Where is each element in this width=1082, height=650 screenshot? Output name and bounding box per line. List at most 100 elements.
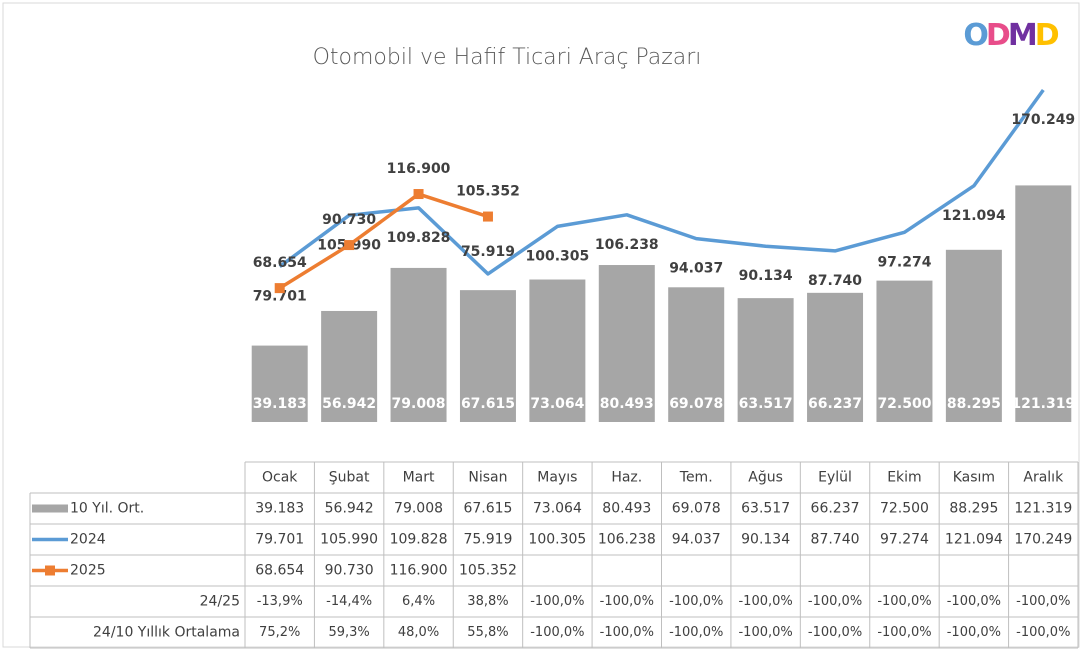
table-cell: 80.493 [602, 501, 651, 517]
table-cell: 69.078 [672, 501, 721, 517]
bar [945, 249, 1002, 422]
table-cell: -100,0% [600, 594, 654, 609]
line-label: 109.828 [387, 230, 451, 246]
table-cell: -14,4% [326, 594, 372, 609]
bar [598, 265, 655, 422]
line-label: 106.238 [595, 237, 659, 253]
bar [459, 290, 516, 422]
table-cell: -100,0% [877, 594, 931, 609]
bar [529, 279, 586, 422]
line-label: 94.037 [669, 261, 723, 277]
table-cell: 67.615 [463, 501, 512, 517]
logo-text: ODMD [963, 18, 1058, 53]
x-tick-label: Nisan [468, 470, 507, 486]
bar [1015, 185, 1072, 422]
line-label: 100.305 [525, 248, 589, 264]
table-cell: -100,0% [600, 625, 654, 640]
table-cell: 55,8% [467, 625, 508, 640]
table-cell: -100,0% [738, 625, 792, 640]
bar [807, 292, 864, 422]
row-label: 24/10 Yıllık Ortalama [93, 625, 240, 641]
legend-label: 10 Yıl. Ort. [70, 501, 144, 517]
x-tick-label: Mayıs [537, 470, 577, 486]
table-cell: 97.274 [880, 532, 929, 548]
table-cell: 72.500 [880, 501, 929, 517]
table-cell: 94.037 [672, 532, 721, 548]
bar [668, 287, 725, 422]
logo: ODMD [963, 18, 1061, 53]
table-cell: 56.942 [325, 501, 374, 517]
x-tick-label: Aralık [1023, 470, 1064, 486]
bar-label: 39.183 [253, 396, 307, 412]
table-cell: 100.305 [528, 532, 586, 548]
table-cell: 75,2% [259, 625, 300, 640]
table-cell: -13,9% [257, 594, 303, 609]
table-cell: 105.990 [320, 532, 378, 548]
x-tick-label: Ocak [262, 470, 298, 486]
bar-label: 56.942 [322, 396, 376, 412]
table-cell: 116.900 [390, 563, 448, 579]
line [278, 88, 1045, 276]
bar [737, 298, 794, 422]
bar [321, 310, 378, 422]
marker [482, 211, 493, 222]
table-cell: 79.008 [394, 501, 443, 517]
chart-title: Otomobil ve Hafif Ticari Araç Pazarı [313, 45, 702, 70]
line [278, 192, 489, 290]
marker [413, 189, 424, 200]
bar-label: 69.078 [669, 396, 723, 412]
bar-label: 63.517 [739, 396, 793, 412]
table-cell: 39.183 [255, 501, 304, 517]
x-tick-label: Haz. [611, 470, 642, 486]
line-label: 79.701 [253, 289, 307, 305]
table-cell: 6,4% [402, 594, 435, 609]
table-cell: -100,0% [669, 625, 723, 640]
bar [390, 267, 447, 422]
line-label: 105.352 [456, 184, 520, 200]
table-cell: -100,0% [530, 625, 584, 640]
x-tick-label: Mart [403, 470, 435, 486]
line-label: 68.654 [253, 255, 307, 271]
bar [251, 345, 308, 422]
table-cell: 75.919 [463, 532, 512, 548]
x-tick-label: Eylül [818, 470, 852, 486]
table-cell: 87.740 [811, 532, 860, 548]
table-cell: 106.238 [598, 532, 656, 548]
line-label: 116.900 [387, 161, 451, 177]
legend-label: 2025 [70, 563, 106, 579]
bar-label: 88.295 [947, 396, 1001, 412]
table-cell: 38,8% [467, 594, 508, 609]
table-cell: 59,3% [328, 625, 369, 640]
bar-label: 72.500 [877, 396, 931, 412]
bar-label: 80.493 [600, 396, 654, 412]
table-cell: -100,0% [808, 594, 862, 609]
line-label: 170.249 [1011, 112, 1075, 128]
x-tick-label: Ağus [748, 470, 783, 486]
table-cell: 88.295 [949, 501, 998, 517]
bar-label: 79.008 [392, 396, 446, 412]
table-cell: 63.517 [741, 501, 790, 517]
table-cell: 48,0% [398, 625, 439, 640]
bar-label: 121.319 [1011, 396, 1075, 412]
table-cell: -100,0% [877, 625, 931, 640]
table-cell: 90.730 [325, 563, 374, 579]
x-tick-label: Şubat [329, 470, 370, 486]
x-tick-label: Ekim [887, 470, 921, 486]
table-cell: 109.828 [390, 532, 448, 548]
bar-label: 67.615 [461, 396, 515, 412]
line-label: 90.134 [739, 268, 793, 284]
plot: 39.183 56.942 79.008 67.615 73.064 80.493 69.0… [251, 88, 1075, 422]
marker [274, 283, 285, 294]
table-cell: -100,0% [1016, 594, 1070, 609]
row-label: 24/25 [200, 594, 240, 610]
line-label: 90.730 [322, 212, 376, 228]
table-cell: 121.094 [945, 532, 1003, 548]
table-cell: -100,0% [947, 625, 1001, 640]
bar-label: 73.064 [530, 396, 584, 412]
table-cell: 68.654 [255, 563, 304, 579]
table-cell: -100,0% [947, 594, 1001, 609]
table-cell: 170.249 [1014, 532, 1072, 548]
table-cell: 79.701 [255, 532, 304, 548]
bar [876, 280, 933, 422]
